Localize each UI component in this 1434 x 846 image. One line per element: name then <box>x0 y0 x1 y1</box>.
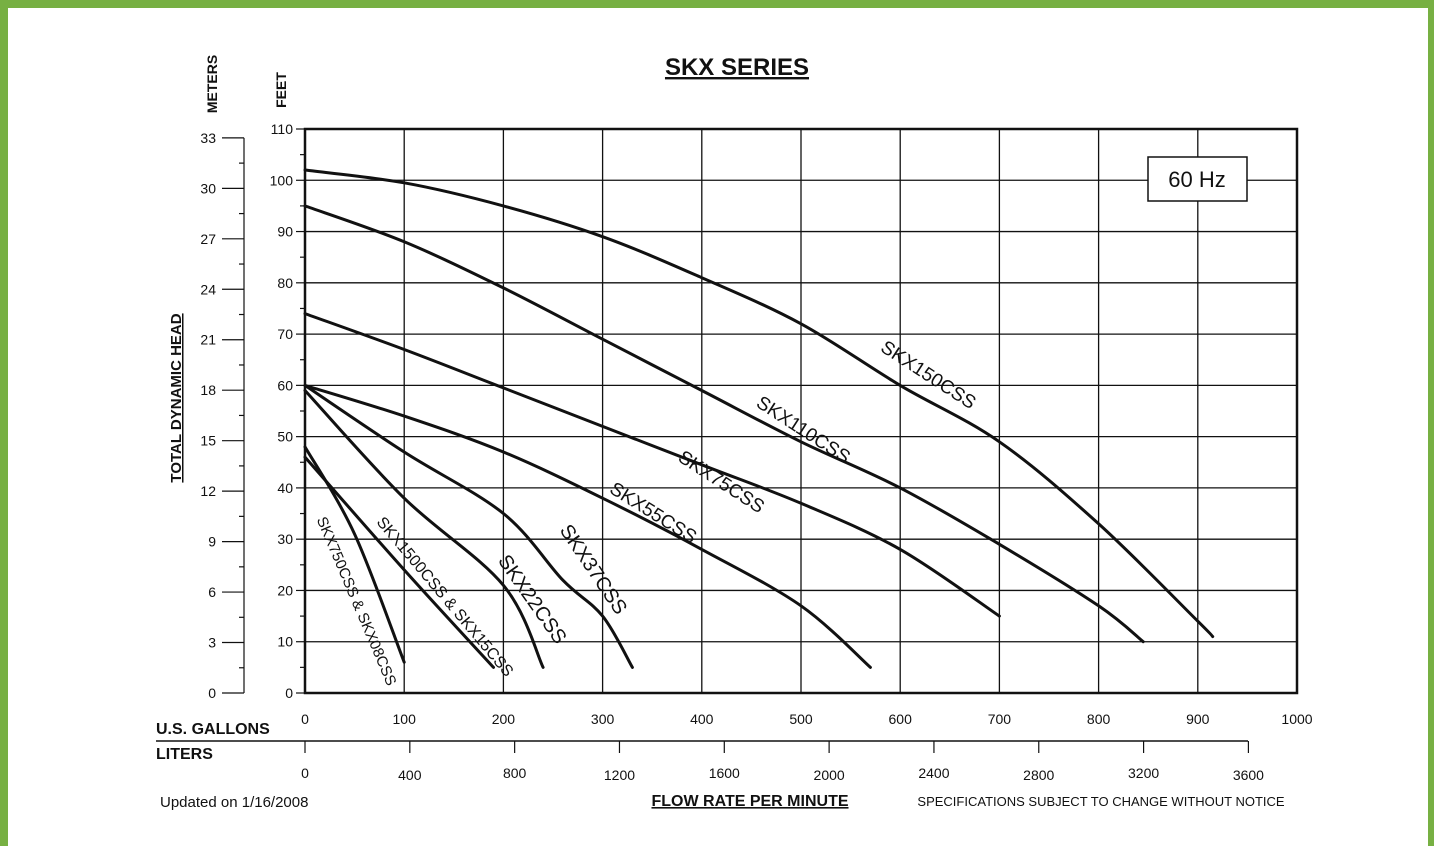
curve-skx150css <box>303 168 1215 639</box>
feet-tick-label: 110 <box>271 121 294 137</box>
feet-tick-label: 60 <box>277 377 293 393</box>
feet-tick-label: 50 <box>277 429 293 445</box>
meters-tick-label: 3 <box>208 635 216 651</box>
liters-tick-label: 2400 <box>918 765 949 781</box>
feet-tick-label: 80 <box>277 275 293 291</box>
gallons-tick-label: 500 <box>789 711 813 727</box>
meters-tick-label: 0 <box>208 685 216 701</box>
liters-tick-label: 800 <box>503 765 527 781</box>
liters-tick-label: 0 <box>301 765 309 781</box>
meters-tick-label: 30 <box>200 180 216 196</box>
liters-tick-label: 2000 <box>814 767 845 783</box>
gallons-tick-label: 800 <box>1087 711 1111 727</box>
feet-tick-label: 20 <box>277 582 293 598</box>
liters-tick-label: 2800 <box>1023 767 1054 783</box>
gallons-tick-label: 600 <box>889 711 913 727</box>
meters-unit-label: METERS <box>204 55 220 113</box>
x-axis-title: FLOW RATE PER MINUTE <box>651 793 848 810</box>
axes: 0 10 20 30 40 50 60 70 80 90 100 110 0 3 6 9 12 15 18 21 24 2… <box>156 121 1313 783</box>
meters-tick-label: 18 <box>200 382 216 398</box>
curve-skx75css <box>303 312 1001 618</box>
meters-tick-label: 9 <box>208 534 216 550</box>
grid <box>303 127 1299 695</box>
liters-tick-label: 3600 <box>1233 767 1264 783</box>
gallons-tick-label: 200 <box>492 711 516 727</box>
meters-tick-label: 15 <box>200 433 216 449</box>
feet-tick-label: 30 <box>277 531 293 547</box>
gallons-tick-label: 400 <box>690 711 714 727</box>
feet-tick-label: 10 <box>277 634 293 650</box>
curve-skx750css-skx08css <box>303 445 406 664</box>
chart-title: SKX SERIES <box>665 54 809 81</box>
curve-skx37css <box>303 383 634 669</box>
liters-unit-label: LITERS <box>156 746 213 763</box>
spec-note: SPECIFICATIONS SUBJECT TO CHANGE WITHOUT… <box>917 794 1284 809</box>
feet-tick-label: 90 <box>277 224 293 240</box>
feet-tick-label: 40 <box>277 480 293 496</box>
meters-tick-label: 6 <box>208 584 216 600</box>
gallons-tick-label: 700 <box>988 711 1012 727</box>
updated-note: Updated on 1/16/2008 <box>160 794 308 811</box>
curve-skx110css <box>303 204 1145 644</box>
liters-tick-label: 3200 <box>1128 765 1159 781</box>
gallons-tick-label: 1000 <box>1281 711 1312 727</box>
gallons-tick-label: 900 <box>1186 711 1210 727</box>
liters-tick-label: 1600 <box>709 765 740 781</box>
meters-tick-label: 24 <box>200 281 216 297</box>
gallons-unit-label: U.S. GALLONS <box>156 721 270 738</box>
feet-unit-label: FEET <box>273 72 289 108</box>
frequency-badge: 60 Hz <box>1147 156 1248 202</box>
pump-curves <box>303 168 1215 669</box>
meters-tick-label: 21 <box>200 332 216 348</box>
frequency-label: 60 Hz <box>1168 167 1225 192</box>
feet-tick-label: 70 <box>277 326 293 342</box>
y-axis-title: TOTAL DYNAMIC HEAD <box>168 313 185 482</box>
gallons-tick-label: 300 <box>591 711 615 727</box>
meters-tick-label: 27 <box>200 231 216 247</box>
meters-tick-label: 33 <box>200 130 216 146</box>
liters-tick-label: 1200 <box>604 767 635 783</box>
feet-tick-label: 0 <box>285 685 293 701</box>
liters-tick-label: 400 <box>398 767 422 783</box>
curve-skx22css <box>303 389 545 669</box>
feet-tick-label: 100 <box>270 172 294 188</box>
curve-skx55css <box>303 383 872 669</box>
gallons-tick-label: 100 <box>393 711 417 727</box>
gallons-tick-label: 0 <box>301 711 309 727</box>
meters-tick-label: 12 <box>200 483 216 499</box>
